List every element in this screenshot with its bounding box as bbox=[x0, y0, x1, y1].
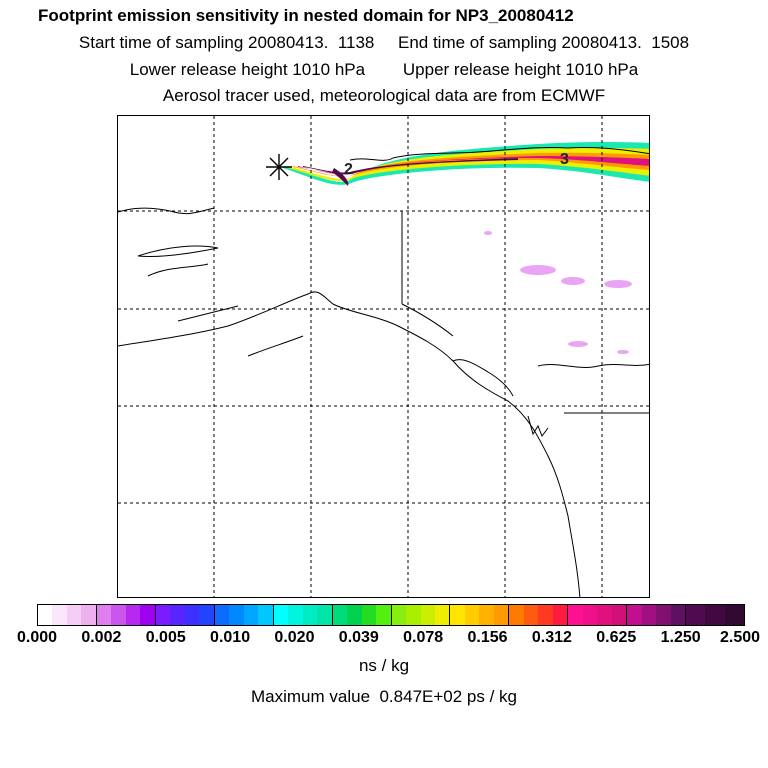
colorbar-segment bbox=[611, 605, 627, 625]
colorbar-segment bbox=[199, 605, 214, 625]
colorbar-band-11 bbox=[686, 605, 745, 625]
colorbar-band-5 bbox=[332, 605, 392, 625]
sampling-time-line: Start time of sampling 20080413. 1138 En… bbox=[78, 33, 690, 52]
colorbar-segment bbox=[111, 605, 126, 625]
colorbar-tick-label: 0.000 bbox=[16, 629, 58, 646]
colorbar-segment bbox=[724, 605, 745, 625]
colorbar-segment bbox=[420, 605, 435, 625]
colorbar-segment bbox=[552, 605, 568, 625]
release-height-line: Lower release height 1010 hPa Upper rele… bbox=[129, 60, 639, 79]
colorbar-segment bbox=[243, 605, 259, 625]
colorbar-segment bbox=[125, 605, 141, 625]
colorbar-tick-label: 0.625 bbox=[596, 629, 637, 646]
colorbar-segment bbox=[140, 605, 155, 625]
colorbar-band-0 bbox=[38, 605, 97, 625]
colorbar-segment bbox=[66, 605, 82, 625]
colorbar-segment bbox=[376, 605, 391, 625]
colorbar-segment bbox=[332, 605, 348, 625]
colorbar-segment bbox=[302, 605, 318, 625]
colorbar-band-2 bbox=[155, 605, 215, 625]
colorbar-segment bbox=[538, 605, 553, 625]
boundaries bbox=[401, 211, 649, 414]
colorbar-tick-label: 0.312 bbox=[531, 629, 572, 646]
colorbar-segment bbox=[361, 605, 377, 625]
colorbar-tick-label: 0.020 bbox=[274, 629, 315, 646]
page-title: Footprint emission sensitivity in nested… bbox=[38, 6, 574, 25]
colorbar-band-9 bbox=[568, 605, 628, 625]
asterisk-icon bbox=[266, 154, 292, 180]
max-value-label: Maximum value 0.847E+02 ps / kg bbox=[251, 687, 517, 706]
colorbar-segment bbox=[597, 605, 612, 625]
colorbar-segment bbox=[450, 605, 465, 625]
colorbar-segment bbox=[509, 605, 524, 625]
colorbar-segment bbox=[347, 605, 362, 625]
colorbar-band-7 bbox=[450, 605, 510, 625]
colorbar-segment bbox=[479, 605, 494, 625]
emission-plume bbox=[283, 142, 649, 186]
colorbar-band-4 bbox=[273, 605, 333, 625]
colorbar-units: ns / kg bbox=[358, 656, 410, 675]
colorbar-band-10 bbox=[627, 605, 687, 625]
colorbar-segment bbox=[568, 605, 583, 625]
colorbar-segment bbox=[686, 605, 706, 625]
colorbar-tick-label: 0.010 bbox=[210, 629, 251, 646]
colorbar-segment bbox=[258, 605, 273, 625]
colorbar-segment bbox=[38, 605, 53, 625]
colorbar-tick-label: 0.002 bbox=[81, 629, 122, 646]
colorbar-segment bbox=[317, 605, 332, 625]
colorbar-segment bbox=[641, 605, 657, 625]
colorbar-segment bbox=[656, 605, 671, 625]
colorbar-segment bbox=[170, 605, 185, 625]
map-canvas: 2 3 bbox=[118, 116, 649, 597]
colorbar-tick-label: 0.005 bbox=[145, 629, 186, 646]
colorbar-segment bbox=[523, 605, 539, 625]
colorbar-segment bbox=[434, 605, 450, 625]
colorbar-segment bbox=[96, 605, 112, 625]
colorbar-tick-label: 0.039 bbox=[338, 629, 379, 646]
colorbar-segment bbox=[184, 605, 200, 625]
plume-label-3: 3 bbox=[560, 151, 569, 168]
colorbar-segment bbox=[670, 605, 686, 625]
colorbar-segment bbox=[627, 605, 642, 625]
colorbar-band-3 bbox=[214, 605, 274, 625]
data-source-line: Aerosol tracer used, meteorological data… bbox=[162, 86, 606, 105]
colorbar-band-1 bbox=[96, 605, 156, 625]
map-grid bbox=[118, 116, 649, 597]
plume-label-2: 2 bbox=[344, 161, 353, 178]
colorbar-tick-label: 0.156 bbox=[467, 629, 508, 646]
colorbar-segment bbox=[391, 605, 407, 625]
colorbar-segment bbox=[288, 605, 303, 625]
colorbar-segment bbox=[406, 605, 421, 625]
colorbar-segment bbox=[229, 605, 244, 625]
sensitivity-patches bbox=[484, 231, 632, 354]
coastlines bbox=[118, 146, 649, 597]
colorbar bbox=[37, 604, 745, 626]
colorbar-band-8 bbox=[509, 605, 569, 625]
colorbar-band-6 bbox=[391, 605, 451, 625]
colorbar-tick-label: 2.500 bbox=[719, 629, 761, 646]
colorbar-segment bbox=[705, 605, 725, 625]
footprint-map: 2 3 bbox=[117, 115, 650, 598]
colorbar-segment bbox=[464, 605, 480, 625]
colorbar-segment bbox=[582, 605, 598, 625]
colorbar-segment bbox=[155, 605, 171, 625]
colorbar-segment bbox=[52, 605, 67, 625]
colorbar-tick-label: 1.250 bbox=[660, 629, 701, 646]
colorbar-segment bbox=[493, 605, 509, 625]
colorbar-segment bbox=[214, 605, 230, 625]
colorbar-segment bbox=[273, 605, 289, 625]
colorbar-segment bbox=[81, 605, 96, 625]
colorbar-tick-label: 0.078 bbox=[403, 629, 444, 646]
